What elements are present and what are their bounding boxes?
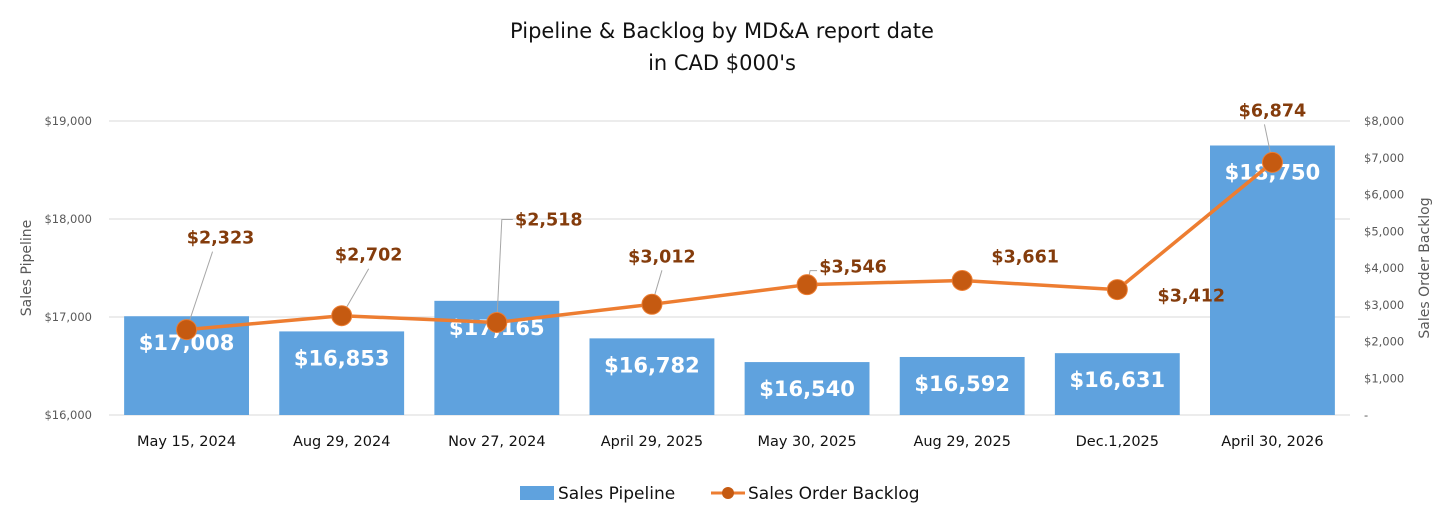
legend-label-sales-pipeline: Sales Pipeline <box>558 484 675 504</box>
right-tick-label: $5,000 <box>1364 224 1404 238</box>
leader-lines <box>186 124 1273 330</box>
right-tick-label: $3,000 <box>1364 298 1404 312</box>
chart-subtitle: in CAD $000's <box>648 51 796 75</box>
bar-data-label: $16,853 <box>294 346 390 370</box>
left-tick-label: $18,000 <box>44 212 92 226</box>
line-marker <box>951 269 973 291</box>
line-data-label: $6,874 <box>1239 101 1307 121</box>
x-tick-label: April 30, 2026 <box>1221 434 1323 450</box>
right-tick-label: $1,000 <box>1364 371 1404 385</box>
legend-swatch-sales-pipeline <box>520 486 554 500</box>
right-tick-label: - <box>1364 408 1368 422</box>
line-data-labels: $2,323 $2,702 $2,518 $3,012 $3,546 $3,661 $3,4… <box>187 101 1306 306</box>
line-data-label: $2,702 <box>335 246 403 266</box>
line-data-label: $2,518 <box>515 210 583 230</box>
legend: Sales Pipeline Sales Order Backlog <box>520 484 920 504</box>
leader-line <box>186 251 214 330</box>
line-data-label: $3,546 <box>819 258 887 278</box>
left-tick-label: $16,000 <box>44 408 92 422</box>
bar <box>1209 145 1335 415</box>
bar <box>279 331 405 415</box>
line-marker <box>1106 279 1128 301</box>
line-marker <box>641 293 663 315</box>
line-marker <box>796 274 818 296</box>
legend-label-sales-order-backlog: Sales Order Backlog <box>748 484 920 504</box>
line-data-label: $3,661 <box>991 247 1059 267</box>
right-tick-label: $8,000 <box>1364 114 1404 128</box>
left-tick-label: $17,000 <box>44 310 92 324</box>
bar <box>589 338 715 415</box>
x-tick-label: April 29, 2025 <box>601 434 703 450</box>
series-line <box>186 161 1274 332</box>
right-axis-title: Sales Order Backlog <box>1417 197 1433 338</box>
line-marker <box>176 319 198 341</box>
x-tick-label: May 15, 2024 <box>137 434 236 450</box>
line-data-label: $3,012 <box>628 247 696 267</box>
x-tick-label: Aug 29, 2024 <box>293 434 391 450</box>
line-marker <box>1261 151 1283 173</box>
right-tick-label: $4,000 <box>1364 261 1404 275</box>
leader-line <box>496 218 513 323</box>
left-tick-label: $19,000 <box>44 114 92 128</box>
x-axis-labels: May 15, 2024 Aug 29, 2024 Nov 27, 2024 Apri… <box>137 434 1324 450</box>
line-marker <box>331 305 353 327</box>
x-tick-label: Dec.1,2025 <box>1076 434 1159 450</box>
right-axis-ticks: - $1,000 $2,000 $3,000 $4,000 $5,000 $6,000 $7,… <box>1364 114 1404 422</box>
right-tick-label: $6,000 <box>1364 188 1404 202</box>
line-series-sales-order-backlog <box>176 151 1283 341</box>
bar-data-label: $16,782 <box>604 353 700 377</box>
legend-marker-sales-order-backlog <box>722 487 734 499</box>
line-marker <box>486 311 508 333</box>
chart-title: Pipeline & Backlog by MD&A report date <box>510 19 934 43</box>
line-data-label: $2,323 <box>187 229 255 249</box>
left-axis-title: Sales Pipeline <box>19 220 35 317</box>
right-tick-label: $2,000 <box>1364 335 1404 349</box>
bar <box>899 356 1025 415</box>
bar-data-label: $16,631 <box>1069 368 1165 392</box>
right-tick-label: $7,000 <box>1364 151 1404 165</box>
bar <box>1054 353 1180 415</box>
x-tick-label: Aug 29, 2025 <box>913 434 1011 450</box>
line-data-label: $3,412 <box>1158 287 1226 307</box>
x-tick-label: May 30, 2025 <box>757 434 856 450</box>
bar-data-label: $16,540 <box>759 377 855 401</box>
left-axis-ticks: $16,000 $17,000 $18,000 $19,000 <box>44 114 92 422</box>
x-tick-label: Nov 27, 2024 <box>448 434 545 450</box>
bar <box>744 362 870 415</box>
bar-data-label: $16,592 <box>914 372 1010 396</box>
